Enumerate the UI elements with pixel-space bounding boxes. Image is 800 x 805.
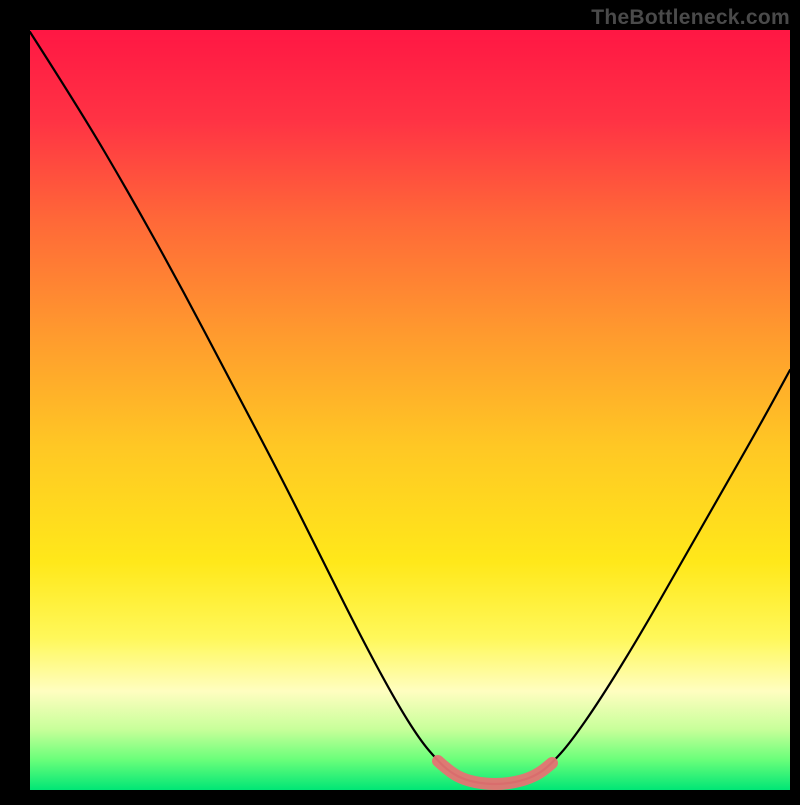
plot-background bbox=[30, 30, 790, 790]
chart-svg bbox=[0, 0, 800, 800]
watermark-label: TheBottleneck.com bbox=[591, 6, 790, 30]
bottleneck-chart bbox=[0, 0, 800, 800]
